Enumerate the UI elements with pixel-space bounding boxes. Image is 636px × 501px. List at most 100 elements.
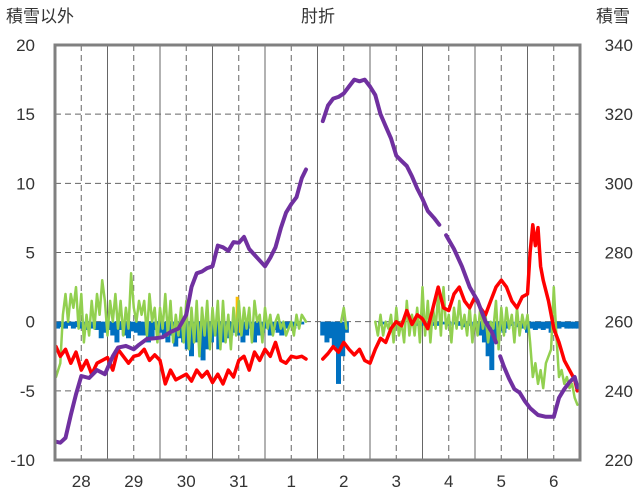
x-tick-label: 3 <box>392 472 401 491</box>
snow_depth-line <box>320 77 442 227</box>
precip-bar <box>435 321 441 326</box>
left-tick-label: 0 <box>26 313 35 332</box>
precip-bar <box>568 321 574 329</box>
precip-bar <box>493 321 499 343</box>
precip-bar <box>145 321 151 343</box>
precip-bar <box>532 321 538 330</box>
precip-bar <box>118 321 124 330</box>
precip-bar <box>67 321 73 326</box>
precip-bar <box>204 321 210 350</box>
precip-bar <box>126 321 131 339</box>
precip-bar <box>324 321 330 343</box>
precip-bar <box>220 321 226 343</box>
precip-bar <box>110 321 116 336</box>
precip-bar <box>137 321 143 336</box>
precip-bar <box>55 321 61 329</box>
chart-title: 肘折 <box>301 7 335 27</box>
series-lines <box>54 77 580 445</box>
precip-bar <box>540 321 546 330</box>
right-axis-title: 積雪 <box>596 7 630 27</box>
right-tick-label: 340 <box>605 36 633 55</box>
precip-bar <box>102 321 108 333</box>
precip-bar <box>189 321 194 357</box>
precip-bar <box>340 321 346 357</box>
x-tick-label: 5 <box>497 472 506 491</box>
left-tick-label: 5 <box>26 244 35 263</box>
precip-bar <box>256 321 262 336</box>
grid-lines <box>55 45 580 460</box>
precip-bar <box>328 321 334 339</box>
precip-bar <box>320 321 326 336</box>
precip-bar <box>283 321 289 329</box>
precip-bar <box>441 321 446 325</box>
right-tick-label: 300 <box>605 174 633 193</box>
precip-bar <box>275 321 281 333</box>
right-tick-label: 240 <box>605 382 633 401</box>
precip-bar <box>575 321 581 329</box>
precip-bar <box>98 321 104 339</box>
precip-bar <box>63 321 68 329</box>
precip-bar <box>267 321 273 336</box>
precip-bar <box>133 321 139 333</box>
precip-bar <box>560 321 566 328</box>
precip-bar <box>90 321 96 329</box>
precip-bar <box>536 321 542 329</box>
precip-bar <box>173 321 179 347</box>
precip-bar <box>489 321 495 371</box>
precip-bar <box>78 321 84 329</box>
x-tick-label: 6 <box>549 472 558 491</box>
precip-bar <box>529 321 535 329</box>
precip-bar <box>291 321 297 329</box>
precip-bar <box>456 321 462 326</box>
precip-bar <box>331 321 337 347</box>
precip-bar <box>572 321 578 329</box>
precip-bar <box>70 321 76 329</box>
precip-bar <box>161 321 167 339</box>
left-tick-label: -5 <box>20 382 35 401</box>
precip-bar <box>94 321 100 330</box>
temp_change-line <box>54 272 308 379</box>
precip-bar <box>252 321 257 343</box>
precip-bar <box>141 321 147 336</box>
precip-bar <box>157 321 163 333</box>
precip-bar <box>477 321 483 336</box>
x-tick-label: 4 <box>444 472 453 491</box>
precip-bar <box>74 321 80 328</box>
temperature-line <box>54 340 308 386</box>
precip-bar <box>114 321 120 343</box>
precip-bar <box>200 321 206 361</box>
left-tick-label: 20 <box>16 36 35 55</box>
precip-bar <box>228 321 234 336</box>
snow_depth-line <box>498 354 580 419</box>
temp_change-line <box>339 306 348 330</box>
precip-bar <box>519 321 525 329</box>
left-tick-label: -10 <box>10 451 35 470</box>
x-tick-label: 1 <box>287 472 296 491</box>
precip-bar <box>544 321 550 329</box>
snow_depth-line <box>54 167 308 445</box>
x-tick-label: 28 <box>72 472 91 491</box>
right-tick-label: 260 <box>605 313 633 332</box>
x-tick-label: 30 <box>177 472 196 491</box>
frame-rect <box>53 43 582 462</box>
precip-bar <box>564 321 570 329</box>
temperature-line <box>321 223 580 393</box>
precip-bar <box>196 321 202 336</box>
left-axis-title: 積雪以外 <box>6 7 74 27</box>
precip-bar <box>299 321 305 325</box>
right-tick-label: 280 <box>605 244 633 263</box>
precip-bar <box>130 321 136 332</box>
precip-bar <box>149 321 155 339</box>
x-tick-label: 31 <box>229 472 248 491</box>
right-tick-label: 320 <box>605 105 633 124</box>
precip-bar <box>481 321 487 343</box>
plot-frame <box>53 43 582 462</box>
left-tick-label: 15 <box>16 105 35 124</box>
x-tick-label: 29 <box>124 472 143 491</box>
precip-bar <box>236 321 242 336</box>
right-tick-label: 220 <box>605 451 633 470</box>
snow_depth-line <box>444 233 498 345</box>
